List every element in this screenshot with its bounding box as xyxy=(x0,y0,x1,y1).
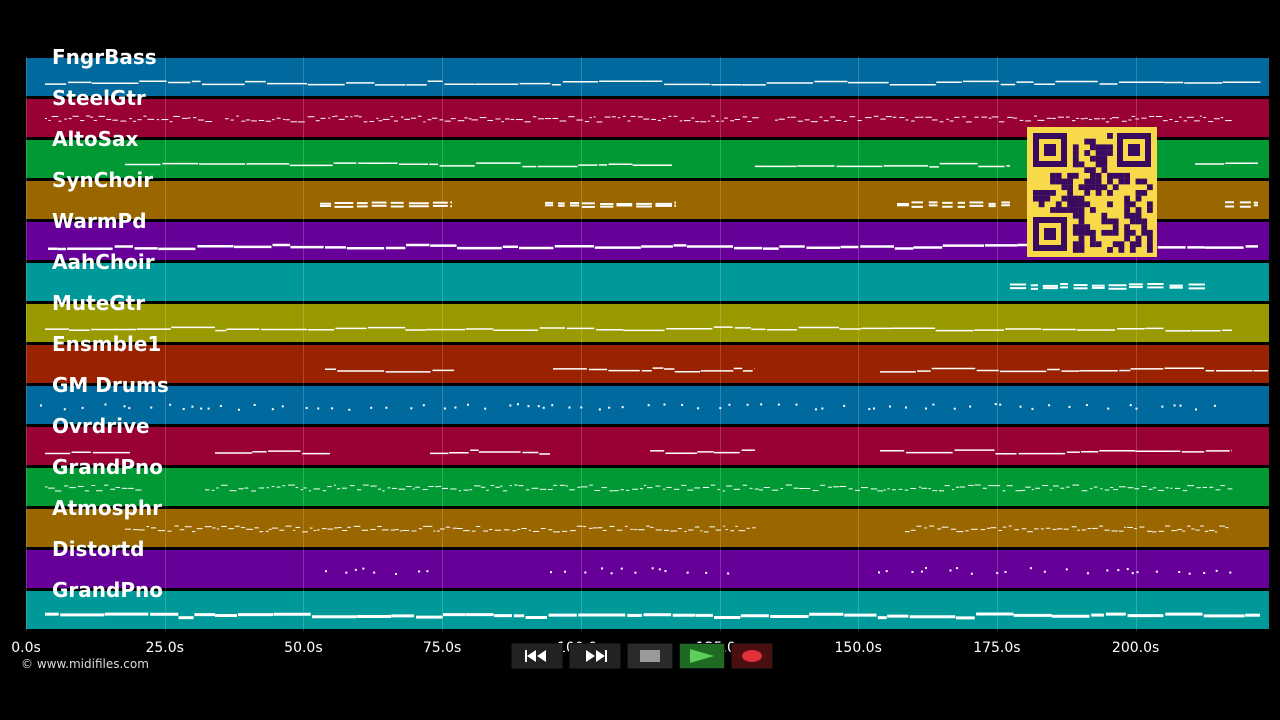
track-label: WarmPd xyxy=(52,209,147,233)
track-label: SynChoir xyxy=(52,168,154,192)
track-label: MuteGtr xyxy=(52,291,146,315)
tick-label: 25.0s xyxy=(145,640,184,656)
track-label: Ensmble1 xyxy=(52,332,162,356)
tick-label: 0.0s xyxy=(11,640,41,656)
record-button[interactable] xyxy=(731,643,773,669)
track-label: GrandPno xyxy=(52,578,163,602)
track-lane xyxy=(26,344,1269,384)
transport-controls xyxy=(511,643,773,669)
rewind-button[interactable] xyxy=(511,643,563,669)
track-lane xyxy=(26,467,1269,507)
tick-label: 175.0s xyxy=(973,640,1021,656)
fast-forward-icon xyxy=(586,650,607,662)
track-lane xyxy=(26,57,1269,97)
track-lane xyxy=(26,426,1269,466)
track-label: Distortd xyxy=(52,537,145,561)
track-lane xyxy=(26,508,1269,548)
tick-label: 50.0s xyxy=(284,640,323,656)
rewind-icon xyxy=(525,650,546,662)
track-lane xyxy=(26,385,1269,425)
tick-label: 150.0s xyxy=(834,640,882,656)
play-icon xyxy=(690,649,714,663)
track-lane xyxy=(26,590,1269,630)
track-label: GM Drums xyxy=(52,373,169,397)
qr-code-icon xyxy=(1027,127,1157,257)
track-label: AahChoir xyxy=(52,250,155,274)
stop-icon xyxy=(640,650,660,662)
track-label: GrandPno xyxy=(52,455,163,479)
tick-label: 75.0s xyxy=(422,640,462,656)
tick-label: 200.0s xyxy=(1111,640,1160,656)
track-lane xyxy=(26,303,1269,343)
track-label: FngrBass xyxy=(52,45,157,69)
stop-button[interactable] xyxy=(627,643,673,669)
track-label: SteelGtr xyxy=(52,86,146,110)
fast-forward-button[interactable] xyxy=(569,643,621,669)
track-lane xyxy=(26,262,1269,302)
track-label: Ovrdrive xyxy=(52,414,150,438)
play-button[interactable] xyxy=(679,643,725,669)
track-lane xyxy=(26,549,1269,589)
copyright-notice: © www.midifiles.com xyxy=(21,657,149,671)
record-icon xyxy=(742,650,762,662)
track-label: Atmosphr xyxy=(52,496,162,520)
track-label: AltoSax xyxy=(52,127,139,151)
